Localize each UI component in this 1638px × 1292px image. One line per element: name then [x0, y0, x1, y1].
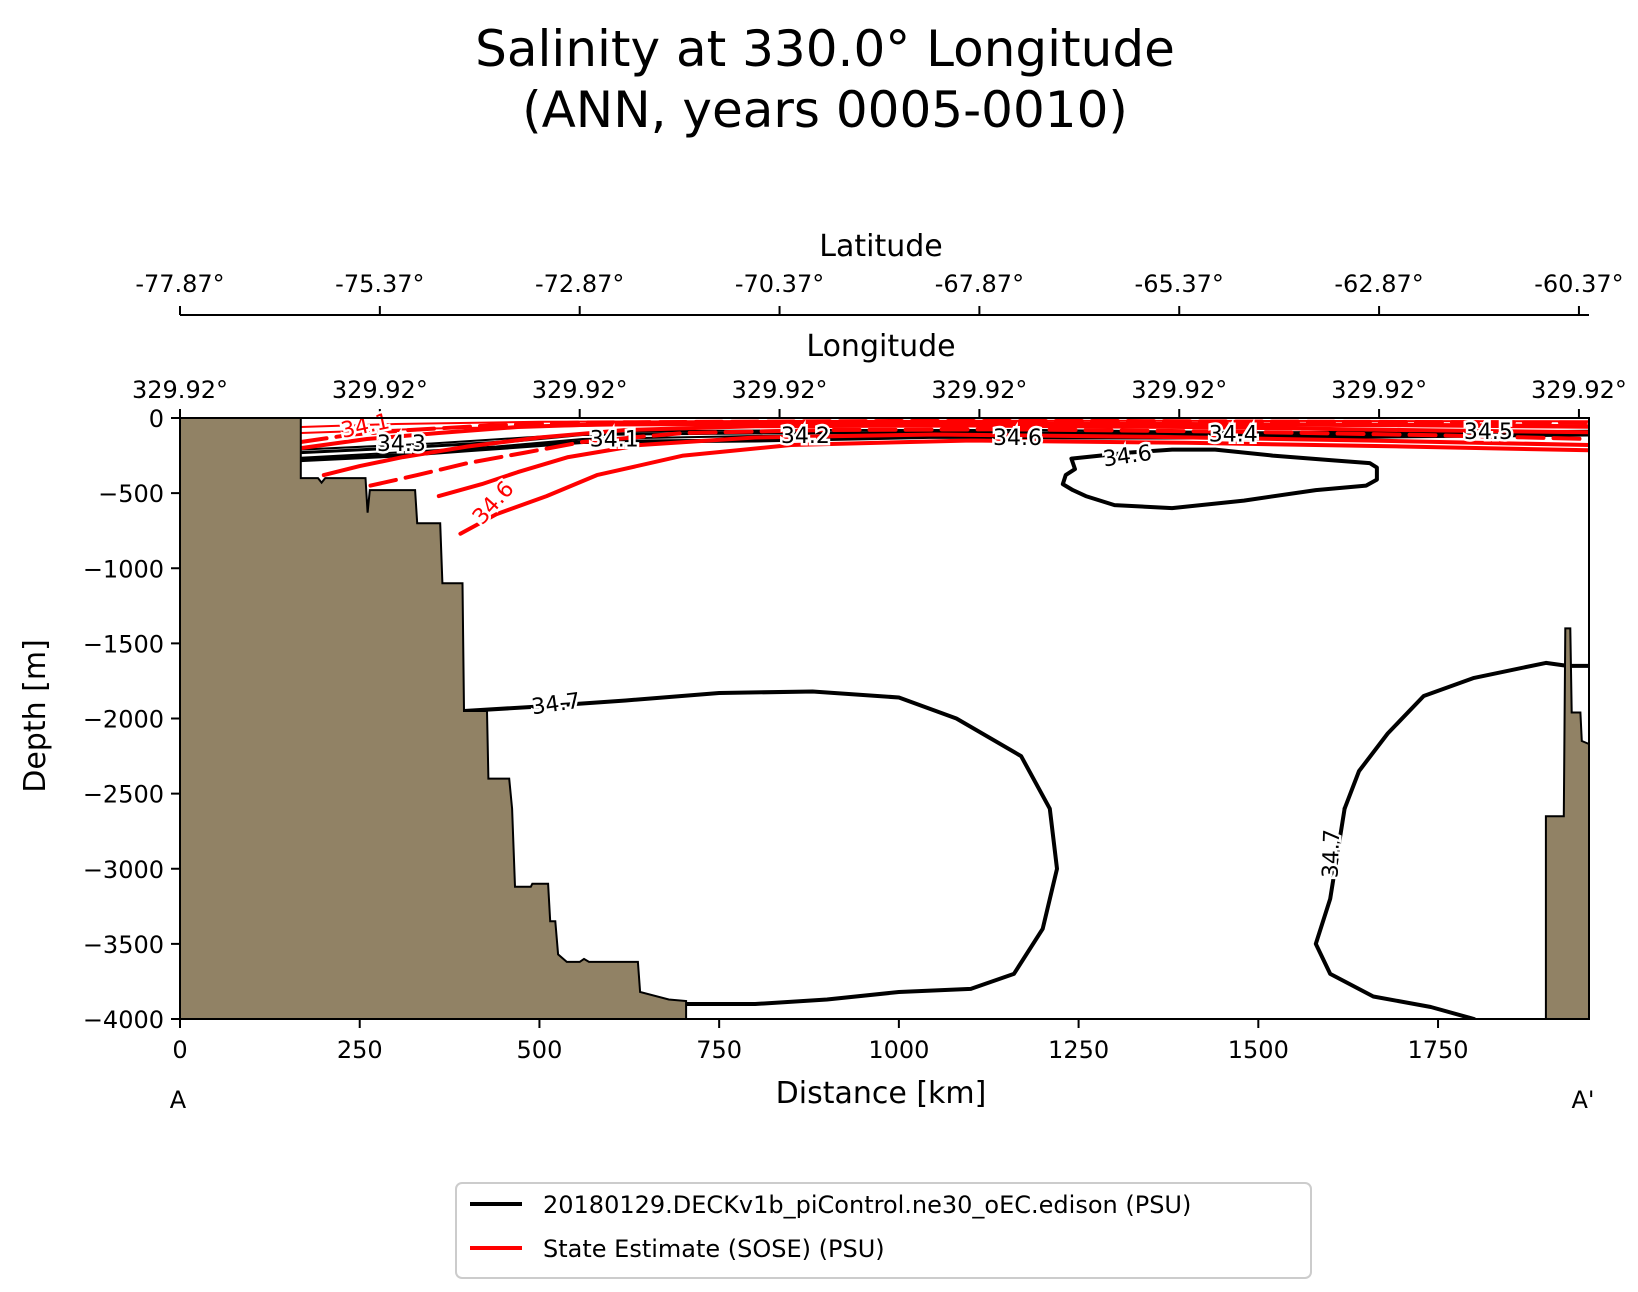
y-tick-label-8: −4000: [83, 1006, 164, 1034]
series-0-contour-label-7: 34.7: [530, 689, 582, 721]
legend-label-sose: State Estimate (SOSE) (PSU): [543, 1235, 885, 1263]
series-1-contour-3: [368, 427, 1589, 488]
longitude-tick-label-5: 329.92°: [1131, 376, 1227, 404]
y-axis: 0 −500 −1000 −1500 −2000 −2500 −3000 −3500 −4000: [83, 405, 180, 1034]
section-start-label: A: [170, 1086, 187, 1114]
latitude-tick-label-0: -77.87°: [135, 270, 224, 298]
y-tick-label-6: −3000: [83, 856, 164, 884]
legend-frame: [455, 1182, 1312, 1279]
legend: 20180129.DECKv1b_piControl.ne30_oEC.edis…: [455, 1182, 1312, 1279]
longitude-tick-label-2: 329.92°: [532, 376, 628, 404]
chart-title-line2: (ANN, years 0005-0010): [522, 81, 1128, 139]
series-1-contour-7: [299, 423, 1589, 434]
series-1-contour-5: [458, 438, 1589, 536]
series-0-contour-label-1: 34.1: [590, 428, 639, 453]
series-0-contour-label-2: 34.2: [781, 424, 830, 449]
x-axis-title: Distance [km]: [776, 1076, 987, 1111]
contour-layer: [298, 419, 1589, 1019]
series-1-contour-4: [436, 432, 1589, 499]
series-0-contour-label-5: 34.5: [1464, 420, 1513, 445]
series-0-contour-5: [462, 689, 1059, 1006]
latitude-tick-label-7: -60.37°: [1534, 270, 1623, 298]
chart-title-line1: Salinity at 330.0° Longitude: [475, 20, 1175, 78]
x-axis: 0 250 500 750 1000 1250 1500 1750: [172, 1019, 1469, 1064]
series-0-contour-label-4: 34.4: [1209, 422, 1258, 447]
latitude-tick-label-6: -62.87°: [1334, 270, 1423, 298]
latitude-axis-title: Latitude: [819, 229, 942, 264]
longitude-tick-label-3: 329.92°: [732, 376, 828, 404]
x-tick-label-3: 750: [696, 1036, 742, 1064]
x-tick-label-5: 1250: [1048, 1036, 1109, 1064]
x-tick-label-1: 250: [337, 1036, 383, 1064]
longitude-tick-label-4: 329.92°: [931, 376, 1027, 404]
longitude-tick-label-0: 329.92°: [132, 376, 228, 404]
x-tick-label-2: 500: [517, 1036, 563, 1064]
y-tick-label-0: 0: [149, 405, 164, 433]
legend-label-model: 20180129.DECKv1b_piControl.ne30_oEC.edis…: [543, 1191, 1191, 1219]
latitude-tick-label-3: -70.37°: [735, 270, 824, 298]
series-1-contours: [298, 419, 1589, 536]
longitude-axis: 329.92° 329.92° 329.92° 329.92° 329.92° 329.9…: [132, 376, 1627, 419]
latitude-tick-label-4: -67.87°: [935, 270, 1024, 298]
series-0-contour-1: [299, 430, 1589, 455]
series-1-contour-1: [298, 421, 1589, 451]
y-axis-title: Depth [m]: [18, 639, 53, 793]
series-0-contour-label-0: 34.3: [377, 432, 426, 457]
series-0-contour-7: [1313, 806, 1476, 1019]
x-tick-label-6: 1500: [1228, 1036, 1289, 1064]
latitude-axis: -77.87° -75.37° -72.87° -70.37° -67.87° -65.3…: [135, 270, 1624, 316]
longitude-tick-label-6: 329.92°: [1331, 376, 1427, 404]
section-end-label: A': [1571, 1086, 1594, 1114]
series-0-contour-label-8: 34.7: [1319, 829, 1346, 879]
bathymetry-left: [179, 417, 688, 1020]
series-0-contour-6: [1342, 660, 1589, 811]
y-tick-label-3: −1500: [83, 630, 164, 658]
latitude-tick-label-2: -72.87°: [535, 270, 624, 298]
y-tick-label-1: −500: [98, 480, 164, 508]
x-tick-label-0: 0: [172, 1036, 187, 1064]
y-tick-label-2: −1000: [83, 555, 164, 583]
y-tick-label-5: −2500: [83, 781, 164, 809]
series-1-contour-6: [299, 419, 1589, 428]
x-tick-label-4: 1000: [868, 1036, 929, 1064]
y-tick-label-7: −3500: [83, 931, 164, 959]
x-tick-label-7: 1750: [1407, 1036, 1468, 1064]
series-0-contour-4: [1060, 447, 1379, 511]
y-tick-label-4: −2000: [83, 706, 164, 734]
latitude-tick-label-5: -65.37°: [1135, 270, 1224, 298]
series-1-contour-2: [321, 423, 1589, 478]
longitude-tick-label-7: 329.92°: [1531, 376, 1627, 404]
series-0-contour-label-3: 34.6: [993, 426, 1042, 451]
longitude-axis-title: Longitude: [806, 329, 955, 364]
plot-area: 34.3 34.1 34.2 34.6 34.4 34.534.634.734.734.1…: [179, 407, 1590, 1020]
latitude-tick-label-1: -75.37°: [335, 270, 424, 298]
longitude-tick-label-1: 329.92°: [332, 376, 428, 404]
